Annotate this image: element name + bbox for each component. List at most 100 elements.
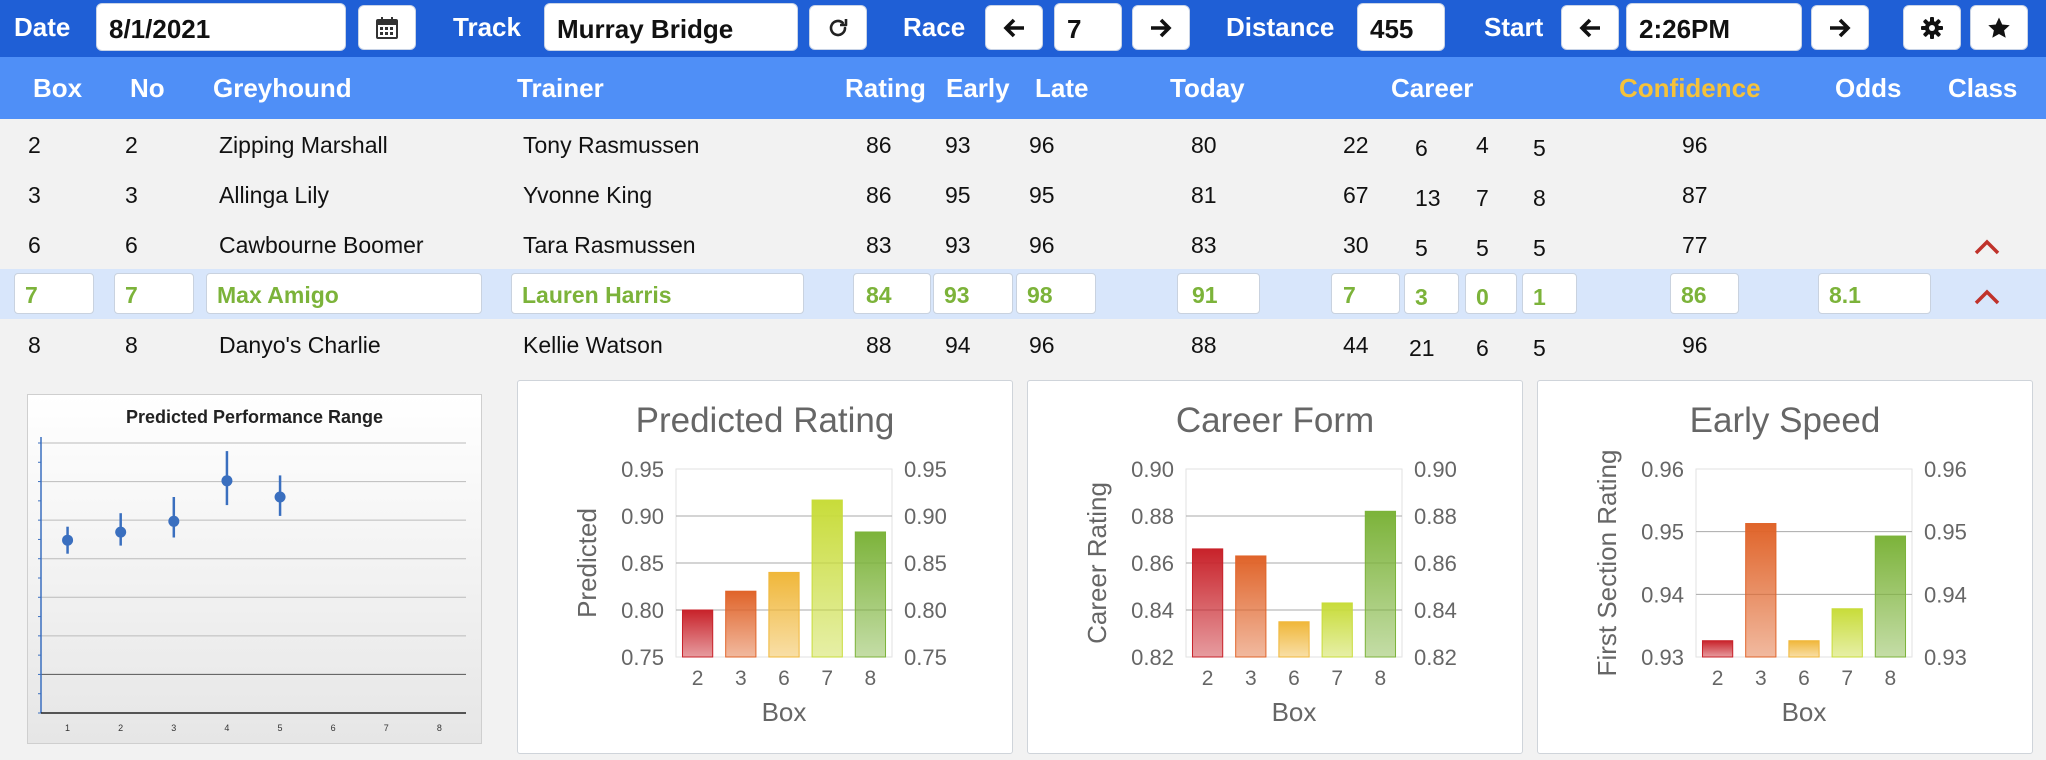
- bar: [854, 531, 887, 658]
- early-speed-chart: 0.93 0.93 0.94 0.94 0.95 0.95 0.96 0.96 2 3 6 7 8 Box…: [1592, 450, 1967, 727]
- cell-trainer: Yvonne King: [523, 182, 653, 208]
- cell-early[interactable]: 93: [933, 273, 1013, 314]
- cell-career-seconds[interactable]: 0: [1465, 273, 1517, 314]
- cell-career-thirds: 5: [1533, 335, 1546, 361]
- table-row-selected[interactable]: 7 7 Max Amigo Lauren Harris 84 93 98 91 …: [0, 269, 2046, 319]
- cell-no: 2: [125, 132, 138, 158]
- date-field[interactable]: 8/1/2021: [96, 3, 346, 51]
- bar: [1278, 621, 1310, 658]
- header-box[interactable]: Box: [33, 73, 83, 103]
- header-trainer[interactable]: Trainer: [517, 73, 604, 103]
- table-row[interactable]: 6 6 Cawbourne Boomer Tara Rasmussen 83 9…: [0, 219, 2046, 269]
- start-time-field[interactable]: 2:26PM: [1626, 3, 1802, 51]
- arrow-left-icon: [1002, 17, 1026, 39]
- header-greyhound[interactable]: Greyhound: [213, 73, 352, 103]
- race-next-button[interactable]: [1132, 5, 1190, 50]
- x-tick-label: 3: [735, 667, 747, 690]
- x-tick-label: 8: [1375, 667, 1387, 690]
- cell-box: 8: [28, 332, 41, 358]
- y-tick-label-right: 0.85: [904, 551, 947, 576]
- data-point: [221, 475, 233, 487]
- track-field[interactable]: Murray Bridge: [544, 3, 798, 51]
- predicted-rating-card: Predicted Rating 0.75 0.75 0.80 0.80 0.85 0.8…: [517, 380, 1013, 754]
- header-rating[interactable]: Rating: [845, 73, 926, 103]
- cell-rating: 86: [866, 182, 892, 208]
- y-tick-label-right: 0.95: [904, 457, 947, 482]
- star-icon: [1987, 16, 2011, 40]
- cell-today[interactable]: 91: [1177, 273, 1260, 314]
- bar: [1788, 640, 1820, 658]
- cell-career-wins[interactable]: 3: [1404, 273, 1459, 314]
- performance-range-chart: Predicted Performance Range 1 2 3 4 5 6 7 8: [27, 394, 482, 744]
- x-tick-label: 6: [778, 667, 790, 690]
- calendar-icon: [375, 16, 399, 40]
- bar: [1874, 535, 1907, 658]
- cell-odds[interactable]: 8.1: [1818, 273, 1931, 314]
- cell-career-thirds[interactable]: 1: [1522, 273, 1577, 314]
- cell-career-seconds: 5: [1476, 235, 1489, 261]
- table-header: Box No Greyhound Trainer Rating Early La…: [0, 57, 2046, 119]
- table-row[interactable]: 2 2 Zipping Marshall Tony Rasmussen 86 9…: [0, 119, 2046, 169]
- header-early[interactable]: Early: [946, 73, 1010, 103]
- cell-box: 2: [28, 132, 41, 158]
- cell-box[interactable]: 7: [14, 273, 94, 314]
- bar: [725, 590, 757, 658]
- cell-no: 8: [125, 332, 138, 358]
- cell-greyhound: Danyo's Charlie: [219, 332, 381, 358]
- cell-rating[interactable]: 84: [853, 273, 931, 314]
- x-tick-label: 2: [692, 667, 704, 690]
- cell-box: 3: [28, 182, 41, 208]
- header-no[interactable]: No: [130, 73, 165, 103]
- predicted-rating-chart: 0.75 0.75 0.80 0.80 0.85 0.85 0.90 0.90 0.95 0.95…: [572, 457, 947, 727]
- y-tick-label: 0.85: [621, 551, 664, 576]
- y-axis-label: Predicted: [572, 508, 602, 618]
- favorite-button[interactable]: [1970, 5, 2028, 50]
- date-picker-button[interactable]: [358, 5, 416, 50]
- x-tick-label: 7: [384, 723, 389, 733]
- header-class[interactable]: Class: [1948, 73, 2018, 103]
- refresh-button[interactable]: [809, 5, 867, 50]
- cell-no[interactable]: 7: [114, 273, 194, 314]
- track-label: Track: [453, 12, 521, 42]
- cell-confidence[interactable]: 86: [1670, 273, 1739, 314]
- table-row[interactable]: 3 3 Allinga Lily Yvonne King 86 95 95 81…: [0, 169, 2046, 219]
- cell-confidence: 87: [1682, 182, 1708, 208]
- y-tick-label-right: 0.88: [1414, 504, 1457, 529]
- y-tick-label: 0.84: [1131, 598, 1174, 623]
- cell-career-seconds: 7: [1476, 185, 1489, 211]
- cell-trainer[interactable]: Lauren Harris: [511, 273, 804, 314]
- header-today[interactable]: Today: [1170, 73, 1245, 103]
- x-tick-label: 1: [65, 723, 70, 733]
- header-late[interactable]: Late: [1035, 73, 1089, 103]
- bar: [681, 609, 714, 658]
- class-up-icon: [1974, 239, 2000, 255]
- x-tick-label: 8: [437, 723, 442, 733]
- race-prev-button[interactable]: [985, 5, 1043, 50]
- table-row[interactable]: 8 8 Danyo's Charlie Kellie Watson 88 94 …: [0, 319, 2046, 369]
- cell-greyhound[interactable]: Max Amigo: [206, 273, 482, 314]
- y-tick-label: 0.82: [1131, 645, 1174, 670]
- header-career[interactable]: Career: [1391, 73, 1474, 103]
- distance-field[interactable]: 455: [1357, 3, 1445, 51]
- cell-career-starts[interactable]: 7: [1331, 273, 1400, 314]
- early-speed-card: Early Speed 0.93 0.93 0.94 0.94 0.95 0.95 0.96…: [1537, 380, 2033, 754]
- cell-late: 96: [1029, 232, 1055, 258]
- cell-late[interactable]: 98: [1016, 273, 1096, 314]
- cell-greyhound: Cawbourne Boomer: [219, 232, 424, 258]
- start-next-button[interactable]: [1811, 5, 1869, 50]
- y-tick-label: 0.88: [1131, 504, 1174, 529]
- x-tick-label: 2: [1202, 667, 1214, 690]
- header-odds[interactable]: Odds: [1835, 73, 1902, 103]
- settings-button[interactable]: [1903, 5, 1961, 50]
- cell-career-thirds: 5: [1533, 135, 1546, 161]
- performance-range-plot: 1 2 3 4 5 6 7 8: [38, 437, 466, 733]
- cell-career-wins: 13: [1415, 185, 1441, 211]
- race-field[interactable]: 7: [1054, 3, 1122, 51]
- runner-table: 2 2 Zipping Marshall Tony Rasmussen 86 9…: [0, 119, 2046, 369]
- header-confidence[interactable]: Confidence: [1619, 73, 1761, 103]
- x-tick-label: 7: [1331, 667, 1343, 690]
- chart-title: Career Form: [1175, 401, 1375, 440]
- start-prev-button[interactable]: [1561, 5, 1619, 50]
- x-tick-label: 7: [821, 667, 833, 690]
- y-axis-label: First Section Rating: [1592, 450, 1622, 677]
